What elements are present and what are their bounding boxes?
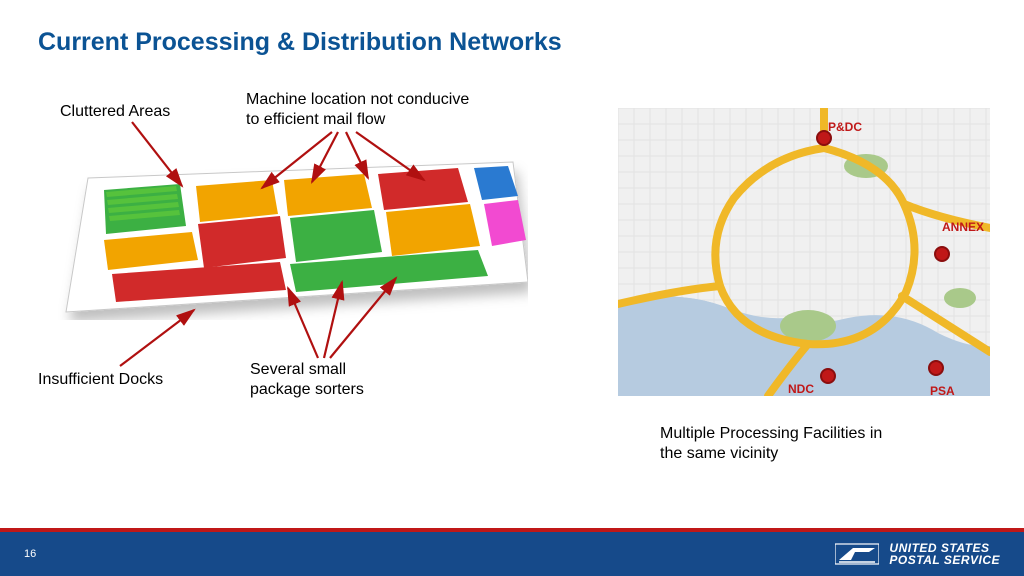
page-number: 16 <box>24 548 36 560</box>
map-dot-annex <box>934 246 950 262</box>
arrows-left <box>0 0 600 420</box>
footer: 16 UNITED STATES POSTAL SERVICE <box>0 532 1024 576</box>
slide: Current Processing & Distribution Networ… <box>0 0 1024 576</box>
map-dot-psa <box>928 360 944 376</box>
map-label-pdc: P&DC <box>828 120 862 134</box>
usps-eagle-icon <box>835 540 879 568</box>
brand-line2: POSTAL SERVICE <box>889 554 1000 566</box>
vicinity-map: P&DC ANNEX NDC PSA <box>618 108 990 396</box>
map-label-annex: ANNEX <box>942 220 984 234</box>
brand: UNITED STATES POSTAL SERVICE <box>835 540 1000 568</box>
map-label-psa: PSA <box>930 384 955 398</box>
map-dot-ndc <box>820 368 836 384</box>
map-caption: Multiple Processing Facilities inthe sam… <box>660 424 882 464</box>
map-label-ndc: NDC <box>788 382 814 396</box>
